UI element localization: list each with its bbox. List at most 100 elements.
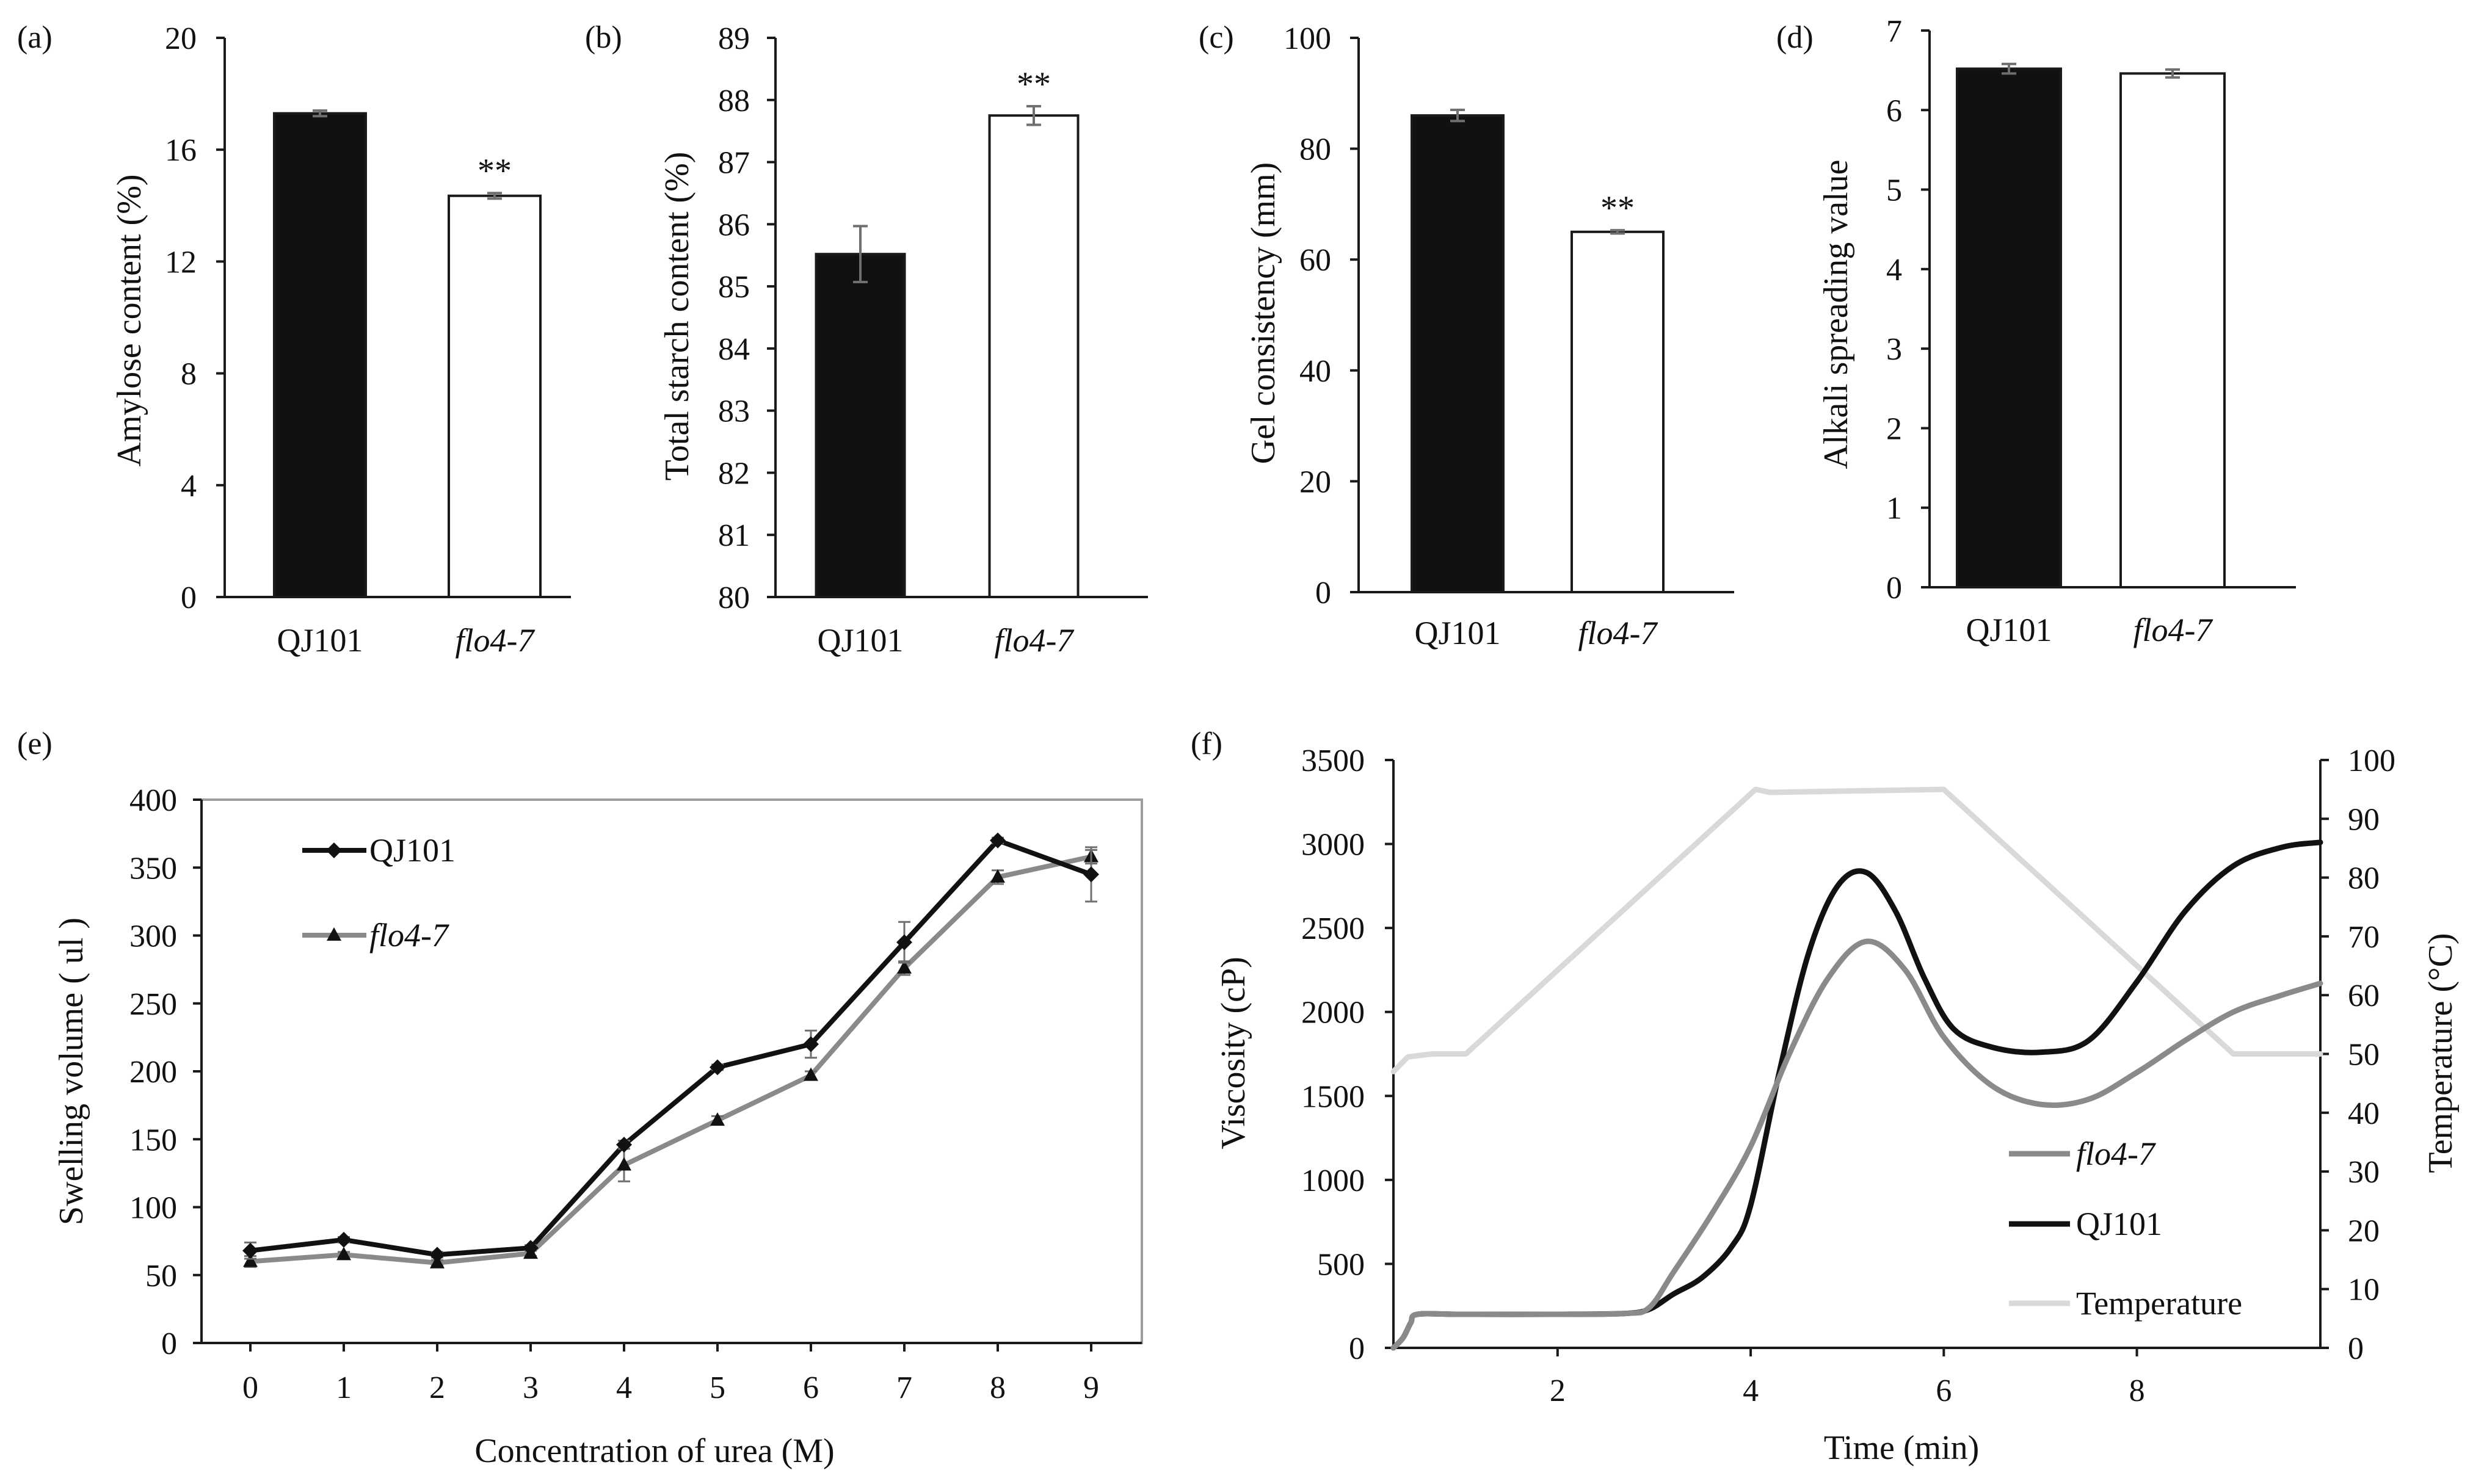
series-line-flo4-7 bbox=[250, 854, 1092, 1265]
y-tick-label: 3500 bbox=[1301, 744, 1365, 778]
y-tick-label: 84 bbox=[718, 332, 750, 367]
data-point-qj101 bbox=[990, 832, 1006, 849]
legend-label-QJ101: QJ101 bbox=[2076, 1206, 2162, 1242]
data-point-qj101 bbox=[523, 1240, 539, 1256]
x-category-label: flo4-7 bbox=[995, 622, 1075, 659]
y-tick-label: 0 bbox=[1315, 576, 1331, 610]
y-tick-label: 1000 bbox=[1301, 1164, 1365, 1198]
y-tick-label: 0 bbox=[161, 1327, 177, 1361]
panel-e-label: (e) bbox=[17, 726, 53, 761]
y-tick-label: 16 bbox=[165, 133, 197, 168]
data-point-qj101 bbox=[336, 1231, 352, 1248]
data-point-qj101 bbox=[710, 1059, 725, 1076]
y-tick-label: 350 bbox=[129, 851, 177, 886]
x-tick-label: 2 bbox=[429, 1370, 445, 1405]
panel-d-plot: 0 1 2 3 4 5 6 7 QJ101 flo4-7 bbox=[1886, 14, 2296, 648]
y-tick-label: 40 bbox=[1299, 354, 1331, 389]
y2-tick-label: 10 bbox=[2348, 1273, 2380, 1308]
x-category-label: QJ101 bbox=[1966, 612, 2052, 648]
panel-c: (c) Gel consistency (mm) 0 20 40 60 80 100 QJ1… bbox=[1199, 20, 1734, 651]
y-tick-label: 6 bbox=[1886, 93, 1902, 128]
panel-b-ylabel: Total starch content (%) bbox=[658, 152, 696, 481]
series-line-Temperature bbox=[1390, 786, 2323, 1074]
y-tick-label: 20 bbox=[1299, 465, 1331, 499]
x-tick-label: 8 bbox=[2129, 1374, 2145, 1408]
y-tick-label: 20 bbox=[165, 21, 197, 56]
panel-f-ylabel: Viscosity (cP) bbox=[1215, 957, 1252, 1149]
x-tick-label: 7 bbox=[896, 1370, 912, 1405]
y2-tick-label: 90 bbox=[2348, 802, 2380, 837]
x-category-label: QJ101 bbox=[817, 622, 903, 659]
y-tick-label: 82 bbox=[718, 456, 750, 491]
panel-e: (e) Swelling volume ( ul ) Concentration… bbox=[17, 726, 1143, 1470]
y-tick-label: 87 bbox=[718, 146, 750, 181]
bar-qj101 bbox=[273, 112, 367, 599]
y-tick-label: 3000 bbox=[1301, 828, 1365, 863]
legend-label-flo4-7: flo4-7 bbox=[369, 917, 449, 954]
data-point-flo4-7 bbox=[804, 1067, 818, 1081]
x-tick-label: 5 bbox=[710, 1370, 725, 1405]
bar-qj101 bbox=[1411, 114, 1505, 593]
significance-mark: ** bbox=[1600, 189, 1635, 227]
data-point-qj101 bbox=[1083, 866, 1099, 883]
y-tick-label: 0 bbox=[1349, 1331, 1365, 1366]
y-tick-label: 100 bbox=[129, 1191, 177, 1226]
series-line-flo4-7 bbox=[1390, 938, 2323, 1351]
panel-b: (b) Total starch content (%) 80818283848… bbox=[585, 20, 1148, 659]
x-tick-label: 9 bbox=[1083, 1370, 1099, 1405]
y2-tick-label: 20 bbox=[2348, 1214, 2380, 1248]
panel-a: (a) Amylose content (%) 0 4 8 12 16 20 QJ101 **… bbox=[17, 20, 571, 659]
panel-e-ylabel: Swelling volume ( ul ) bbox=[53, 918, 90, 1225]
y-tick-label: 0 bbox=[181, 581, 197, 615]
data-point-flo4-7 bbox=[897, 960, 912, 974]
panel-e-xlabel: Concentration of urea (M) bbox=[474, 1432, 834, 1470]
x-tick-label: 2 bbox=[1550, 1374, 1566, 1408]
y-tick-label: 500 bbox=[1317, 1247, 1365, 1282]
x-category-label: QJ101 bbox=[1414, 615, 1500, 651]
series-line-QJ101 bbox=[1390, 839, 2323, 1351]
panel-e-plot: 0 50 100 150 200 250 300 350 400 0 1 2 3 4 5 6 7 8 9 QJ101 f… bbox=[129, 783, 1143, 1405]
data-point-qj101 bbox=[242, 1242, 258, 1259]
significance-mark: ** bbox=[1017, 65, 1051, 103]
y-tick-label: 150 bbox=[129, 1123, 177, 1157]
y-tick-label: 100 bbox=[1284, 21, 1331, 56]
x-tick-label: 3 bbox=[523, 1370, 539, 1405]
bar-qj101 bbox=[1956, 67, 2062, 588]
y-tick-label: 5 bbox=[1886, 173, 1902, 208]
y-tick-label: 88 bbox=[718, 84, 750, 118]
data-point-qj101 bbox=[803, 1036, 819, 1052]
legend-marker-flo4-7 bbox=[327, 927, 341, 941]
y2-tick-label: 60 bbox=[2348, 979, 2380, 1013]
panel-d-ylabel: Alkali spreading value bbox=[1817, 160, 1855, 469]
panel-b-plot: 80 81 82 83 84 85 86 87 88 89 QJ101 ** flo4-7 bbox=[718, 21, 1148, 659]
y-tick-label: 0 bbox=[1886, 571, 1902, 606]
y-tick-label: 400 bbox=[129, 783, 177, 818]
panel-f-xlabel: Time (min) bbox=[1824, 1429, 1980, 1467]
bar-flo4-7 bbox=[988, 114, 1080, 598]
y-tick-label: 60 bbox=[1299, 243, 1331, 278]
panel-c-plot: 0 20 40 60 80 100 QJ101 ** flo4-7 bbox=[1284, 21, 1734, 651]
panel-d-label: (d) bbox=[1776, 20, 1814, 55]
data-point-flo4-7 bbox=[990, 869, 1005, 883]
x-tick-label: 0 bbox=[242, 1370, 258, 1405]
y-tick-label: 50 bbox=[145, 1259, 177, 1294]
y2-tick-label: 50 bbox=[2348, 1038, 2380, 1073]
x-tick-label: 6 bbox=[1936, 1374, 1952, 1408]
y2-tick-label: 80 bbox=[2348, 861, 2380, 896]
y-tick-label: 80 bbox=[718, 581, 750, 615]
panel-a-ylabel: Amylose content (%) bbox=[111, 175, 148, 467]
panel-f-y2label: Temperature (°C) bbox=[2422, 933, 2460, 1173]
y-tick-label: 85 bbox=[718, 270, 750, 305]
y-tick-label: 7 bbox=[1886, 14, 1902, 49]
significance-mark: ** bbox=[478, 152, 512, 190]
y2-tick-label: 0 bbox=[2348, 1331, 2364, 1366]
series-line-QJ101 bbox=[250, 838, 1092, 1258]
y-tick-label: 1 bbox=[1886, 491, 1902, 526]
bar-flo4-7 bbox=[1571, 230, 1665, 593]
panel-c-ylabel: Gel consistency (mm) bbox=[1244, 162, 1282, 465]
panel-d: (d) Alkali spreading value 0 1 2 3 4 5 6 7 QJ101… bbox=[1776, 14, 2296, 648]
legend-label-qj101: QJ101 bbox=[369, 832, 456, 869]
y-tick-label: 2 bbox=[1886, 411, 1902, 446]
y2-tick-label: 100 bbox=[2348, 744, 2395, 778]
